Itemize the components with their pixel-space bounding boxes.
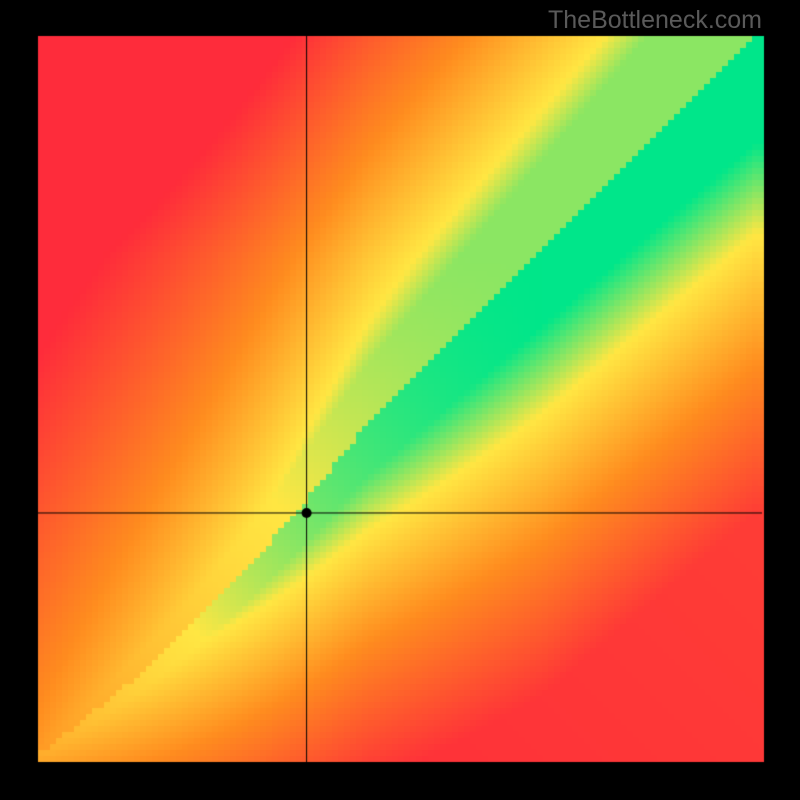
bottleneck-heatmap xyxy=(0,0,800,800)
watermark-text: TheBottleneck.com xyxy=(548,6,762,35)
